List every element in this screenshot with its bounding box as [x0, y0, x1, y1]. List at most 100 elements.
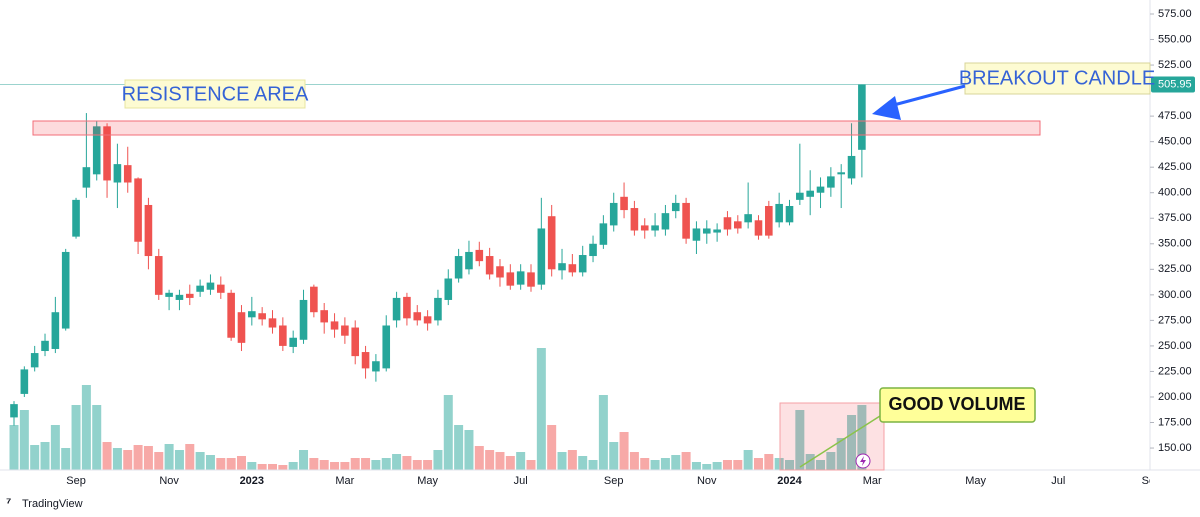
volume-bar — [536, 348, 546, 470]
x-tick-label: Jul — [514, 475, 528, 487]
volume-bar — [112, 448, 122, 470]
candle-body — [444, 278, 453, 300]
candle-body — [330, 321, 339, 330]
candle-body — [578, 255, 587, 273]
candle-body — [796, 192, 804, 200]
candle-body — [640, 225, 649, 231]
volume-bar — [691, 462, 701, 470]
candle-body — [671, 202, 680, 212]
candle-body — [103, 126, 111, 181]
volume-bar — [578, 456, 588, 470]
volume-bar — [743, 450, 753, 470]
x-tick-label: May — [965, 475, 986, 487]
volume-bar — [164, 444, 174, 470]
volume-bar — [123, 450, 133, 470]
volume-bar — [92, 405, 102, 470]
y-tick-label: 250.00 — [1158, 340, 1192, 352]
candle-body — [620, 196, 628, 211]
candle-body — [248, 311, 256, 318]
annotation-box — [124, 79, 306, 109]
volume-bar — [640, 458, 650, 470]
y-tick-label: 450.00 — [1158, 136, 1192, 148]
candle-body — [41, 340, 49, 352]
candle-body — [217, 284, 225, 293]
volume-bar — [795, 410, 805, 470]
volume-bar — [174, 450, 184, 470]
plot-area: Sep Nov 2023 Mar May Jul Sep Nov 2024 Mar May Jul Se… — [0, 84, 1150, 487]
candle-body — [372, 361, 380, 372]
candle-body — [185, 293, 194, 298]
volume-bar — [547, 425, 557, 470]
x-tick-label: Nov — [159, 475, 179, 487]
volume-bar — [195, 452, 205, 470]
volume-bar — [443, 395, 453, 470]
candle-body — [279, 325, 287, 346]
arrow — [889, 84, 966, 108]
candle-body — [310, 286, 318, 313]
volume-bar — [216, 458, 226, 470]
candle-body — [413, 312, 422, 321]
volume-bar — [505, 456, 515, 470]
volume-bar — [785, 460, 794, 470]
volume-bar — [205, 455, 215, 470]
candle-body — [465, 251, 473, 270]
candle-body — [20, 369, 29, 394]
volume-bar — [350, 458, 360, 470]
candle-body — [454, 256, 463, 279]
y-tick-label: 300.00 — [1158, 289, 1192, 301]
volume-bar — [526, 460, 536, 470]
candle-body — [723, 217, 732, 230]
volume-bar — [299, 450, 309, 470]
volume-bar — [681, 452, 691, 470]
candle-body — [382, 325, 391, 369]
candle-body — [392, 297, 401, 321]
candle-body — [61, 251, 70, 329]
candle-body — [558, 263, 566, 271]
candle-body — [547, 216, 556, 270]
candle-body — [775, 203, 783, 223]
last-price-label: 505.95 — [1158, 78, 1192, 90]
volume-bar — [257, 464, 267, 470]
volume-bar — [30, 445, 40, 470]
volume-bar — [361, 458, 371, 470]
volume-bar — [236, 456, 246, 470]
y-tick-label: 575.00 — [1158, 8, 1192, 20]
y-tick-label: 225.00 — [1158, 365, 1192, 377]
candle-body — [165, 292, 173, 297]
candle-body — [734, 221, 742, 229]
candle-body — [289, 337, 297, 347]
candle-body — [361, 352, 370, 369]
volume-bar — [247, 462, 257, 470]
volume-bar — [598, 395, 608, 470]
x-tick-label: Sep — [66, 475, 86, 487]
volume-bar — [133, 445, 143, 470]
volume-bar — [495, 452, 505, 470]
volume-bar — [557, 452, 567, 470]
candle-body — [506, 272, 515, 286]
y-tick-label: 350.00 — [1158, 238, 1192, 250]
candle-body — [785, 205, 794, 223]
x-tick-label: Mar — [335, 475, 354, 487]
candle-body — [341, 325, 349, 336]
y-tick-label: 525.00 — [1158, 59, 1192, 71]
candle-body — [113, 164, 122, 183]
candle-body — [589, 243, 597, 257]
candle-body — [516, 271, 525, 285]
candle-body — [496, 266, 504, 278]
candle-body — [806, 190, 814, 197]
candle-body — [144, 204, 153, 257]
volume-bar — [371, 460, 381, 470]
candle-body — [568, 264, 577, 273]
y-tick-label: 200.00 — [1158, 391, 1192, 403]
volume-bar — [702, 464, 712, 470]
volume-bar — [288, 462, 298, 470]
volume-bar — [402, 456, 412, 470]
y-tick-label: 550.00 — [1158, 33, 1192, 45]
volume-bar — [816, 460, 826, 470]
candle-body — [51, 312, 60, 349]
volume-bar — [154, 452, 164, 470]
candle-body — [682, 202, 690, 239]
volume-bar — [40, 442, 50, 470]
candle-body — [237, 312, 246, 343]
